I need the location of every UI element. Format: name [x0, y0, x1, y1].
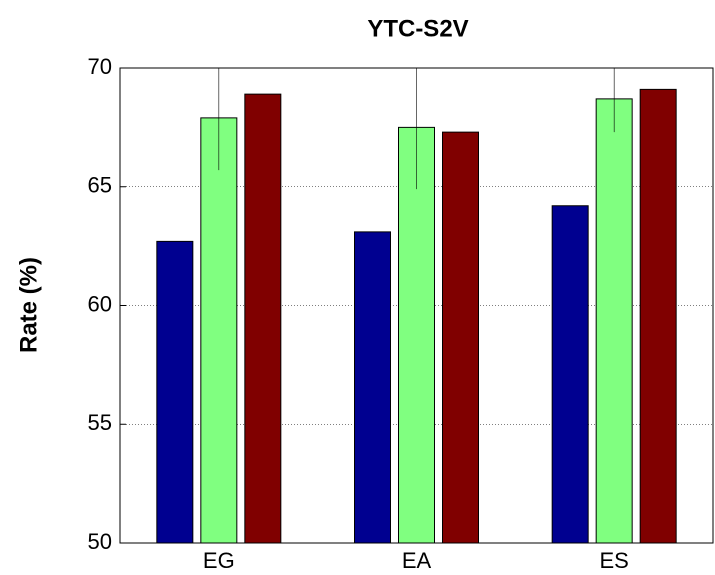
y-tick-label: 70: [88, 54, 112, 79]
bar: [200, 117, 238, 543]
bar: [595, 98, 633, 543]
plot-frame: [119, 67, 714, 544]
error-bar: [218, 68, 220, 171]
y-tick-label: 60: [88, 291, 112, 316]
error-bar: [613, 68, 615, 133]
bar: [156, 240, 194, 543]
x-tick-label: ES: [599, 548, 628, 573]
x-tick-label: EA: [402, 548, 432, 573]
y-axis-label: Rate (%): [15, 257, 42, 353]
plot-area: [156, 68, 677, 543]
error-bar: [416, 68, 417, 190]
bar: [354, 231, 391, 543]
bar: [551, 205, 589, 543]
y-tick-label: 55: [88, 410, 112, 435]
bar: [398, 126, 435, 543]
y-tick-label: 65: [88, 173, 112, 198]
bar: [442, 131, 479, 543]
bar: [244, 93, 282, 543]
x-tick-label: EG: [203, 548, 235, 573]
y-tick-label: 50: [88, 529, 112, 554]
chart-title: YTC-S2V: [367, 15, 468, 42]
bar: [639, 88, 677, 543]
